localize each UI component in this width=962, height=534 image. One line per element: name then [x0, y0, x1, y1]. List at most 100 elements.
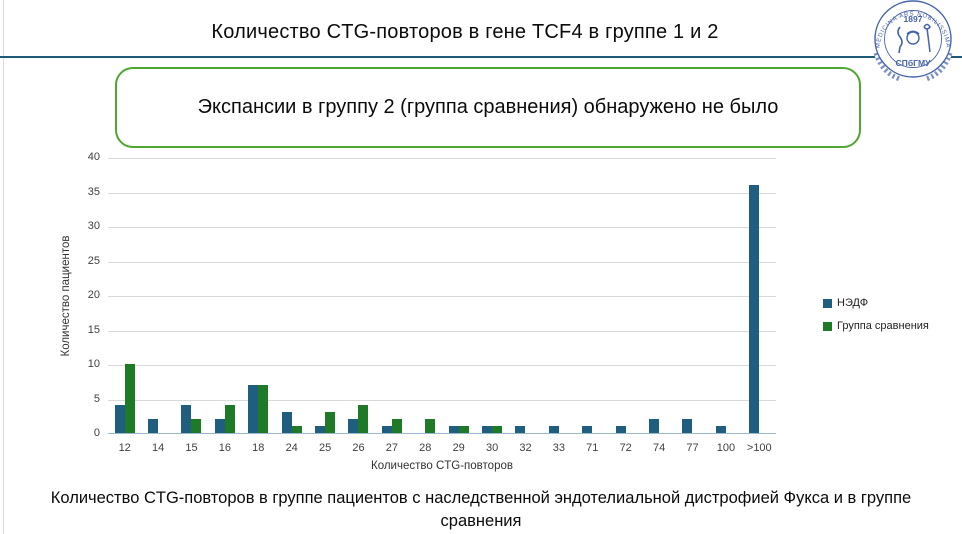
chart-legend: НЭДФ Группа сравнения: [823, 297, 929, 343]
x-tick-label: 26: [352, 442, 365, 454]
gridline: [108, 192, 776, 194]
bar-group: [141, 158, 174, 433]
x-axis-title: Количество CTG-повторов: [371, 460, 513, 472]
x-tick-label: >100: [746, 442, 772, 454]
bar-group: [409, 158, 442, 433]
legend-label: Группа сравнения: [837, 320, 929, 332]
bar-group: [642, 158, 675, 433]
bar-group: [108, 158, 141, 433]
bar: [715, 426, 726, 433]
bar-group: [576, 158, 609, 433]
bar: [682, 419, 693, 433]
slide-edge-line: [3, 0, 4, 534]
gridline: [108, 399, 776, 401]
y-tick-label: 20: [87, 289, 100, 301]
y-tick-label: 0: [93, 427, 100, 439]
bar: [191, 419, 202, 433]
bar: [315, 426, 326, 433]
bar: [381, 426, 392, 433]
bar: [114, 405, 125, 433]
bar-group: [442, 158, 475, 433]
y-tick-label: 5: [93, 392, 100, 405]
bar: [124, 364, 135, 433]
laurel-right-icon: [925, 52, 953, 82]
bar: [458, 426, 469, 433]
bar: [281, 412, 292, 433]
chart-plot-area: 12 14 15 16 18 24 25 26 27 28 29 30 32 33 71 72 74 77 100 >…: [108, 158, 776, 454]
y-tick-label: 40: [87, 151, 100, 163]
face-wreath-icon: [906, 30, 920, 35]
bar-group: [676, 158, 709, 433]
bar: [448, 426, 459, 433]
x-tick-label: 28: [419, 442, 432, 454]
figure-caption: Количество CTG-повторов в группе пациент…: [50, 489, 912, 531]
bar: [492, 426, 503, 433]
bar-group: [375, 158, 408, 433]
bar: [615, 426, 626, 433]
x-tick-label: 74: [652, 442, 666, 454]
bar: [582, 426, 593, 433]
bar: [148, 419, 159, 433]
laurel-left-icon: [873, 52, 901, 82]
page-title: Количество CTG-повторов в гене TCF4 в гр…: [211, 21, 719, 43]
x-tick-label: 77: [686, 442, 699, 454]
gridline: [108, 261, 776, 263]
legend-swatch-icon: [823, 321, 832, 331]
legend-swatch-icon: [823, 298, 832, 308]
logo-inner-ring: [884, 10, 942, 68]
x-tick-label: 71: [586, 442, 599, 454]
gridline: [108, 158, 776, 159]
bar-group: [342, 158, 375, 433]
x-tick-label: 16: [218, 442, 231, 454]
callout-box: Экспансии в группу 2 (группа сравнения) …: [115, 67, 861, 148]
logo-abbr: СПбГМУ: [895, 58, 931, 68]
bar-group: [275, 158, 308, 433]
legend-label: НЭДФ: [837, 297, 869, 309]
bar-group: [475, 158, 508, 433]
bar: [482, 426, 493, 433]
bar: [291, 426, 302, 433]
x-tick-label: 12: [118, 442, 131, 454]
x-tick-label: 27: [385, 442, 398, 454]
y-tick-label: 30: [87, 220, 100, 232]
bar: [425, 419, 436, 433]
bar: [214, 419, 225, 433]
x-tick-label: 30: [485, 442, 499, 454]
gridline: [108, 365, 776, 366]
legend-item: Группа сравнения: [823, 320, 929, 332]
bar-group: [308, 158, 341, 433]
x-tick-label: 18: [252, 442, 265, 454]
bar: [325, 412, 336, 433]
bar: [181, 405, 192, 433]
bar: [548, 426, 559, 433]
bar-group: [542, 158, 575, 433]
legend-item: НЭДФ: [823, 297, 929, 309]
x-tick-label: 29: [452, 442, 465, 454]
bar: [391, 419, 402, 433]
callout-text: Экспансии в группу 2 (группа сравнения) …: [197, 96, 779, 118]
bar: [224, 405, 235, 433]
y-tick-label: 25: [87, 254, 100, 267]
x-axis-line: [108, 433, 776, 434]
y-tick-label: 10: [87, 358, 100, 370]
x-tick-label: 32: [519, 442, 532, 454]
x-tick-label: 25: [318, 442, 332, 454]
bar-group: [208, 158, 241, 433]
title-separator-line: [0, 56, 962, 58]
bar-group: [709, 158, 742, 433]
bar: [649, 419, 660, 433]
bar-group: [609, 158, 642, 433]
asclepius-staff-icon: [897, 26, 903, 54]
y-tick-label: 15: [87, 323, 100, 336]
logo-outer-ring: [874, 0, 952, 78]
x-tick-label: 72: [619, 442, 632, 454]
bar: [749, 184, 760, 433]
bar: [258, 384, 269, 433]
gridline: [108, 227, 776, 228]
gridline: [108, 296, 776, 297]
x-tick-label: 14: [151, 442, 165, 454]
bar-group: [743, 158, 776, 433]
bar: [515, 426, 526, 433]
gridline: [108, 330, 776, 332]
